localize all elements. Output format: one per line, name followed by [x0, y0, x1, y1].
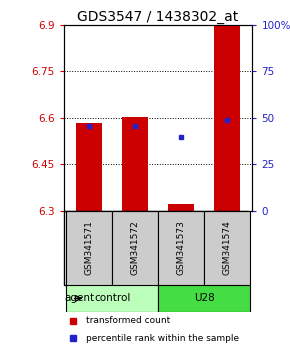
Bar	[112, 211, 158, 285]
Text: GSM341572: GSM341572	[130, 221, 139, 275]
Text: GSM341571: GSM341571	[85, 220, 94, 275]
Text: percentile rank within the sample: percentile rank within the sample	[86, 333, 240, 343]
Text: GSM341573: GSM341573	[177, 220, 186, 275]
Bar	[122, 117, 148, 211]
Text: agent: agent	[65, 293, 95, 303]
Bar	[204, 211, 250, 285]
Bar	[158, 211, 204, 285]
Bar	[168, 204, 194, 211]
Text: GSM341574: GSM341574	[222, 221, 231, 275]
Bar	[214, 25, 240, 211]
Text: transformed count: transformed count	[86, 316, 171, 325]
Text: control: control	[94, 293, 130, 303]
Text: U28: U28	[194, 293, 214, 303]
Title: GDS3547 / 1438302_at: GDS3547 / 1438302_at	[77, 10, 239, 24]
Bar	[158, 285, 250, 312]
Bar	[77, 123, 102, 211]
Bar	[66, 285, 158, 312]
Bar	[66, 211, 112, 285]
